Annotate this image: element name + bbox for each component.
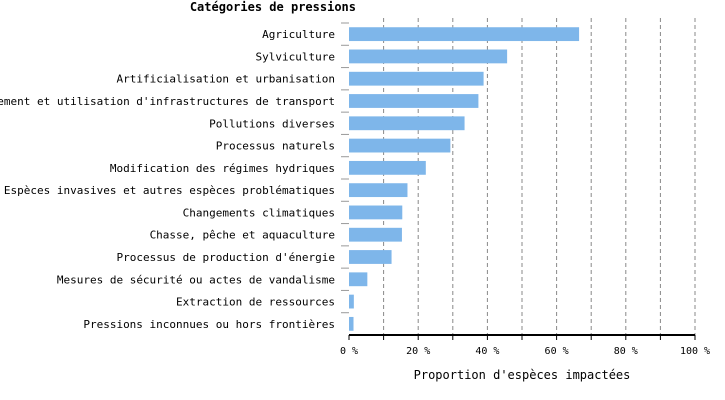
bar xyxy=(349,27,580,42)
bar xyxy=(349,205,403,220)
bars xyxy=(349,27,580,331)
x-tick-label: 80 % xyxy=(614,346,638,357)
x-tick-label: 0 % xyxy=(340,346,358,357)
chart-title: Catégories de pressions xyxy=(190,0,356,14)
category-label: Modification des régimes hydriques xyxy=(110,162,335,175)
bar xyxy=(349,250,392,264)
category-label: Pollutions diverses xyxy=(209,117,335,130)
category-labels: Agriculture Sylviculture Artificialisation… xyxy=(0,28,335,331)
bar xyxy=(349,94,479,108)
x-axis-label: Proportion d'espèces impactées xyxy=(414,368,631,382)
category-label: Artificialisation et urbanisation xyxy=(116,73,335,86)
category-label: Agriculture xyxy=(262,28,335,41)
category-label: Changements climatiques xyxy=(183,206,335,219)
bar xyxy=(349,49,508,64)
category-label: Extraction de ressources xyxy=(176,296,335,309)
bar xyxy=(349,294,354,309)
bar xyxy=(349,71,484,86)
bar xyxy=(349,183,408,198)
bar xyxy=(349,138,451,153)
x-tick-label: 20 % xyxy=(406,346,430,357)
gridlines xyxy=(383,18,696,335)
category-label: Processus naturels xyxy=(216,140,335,153)
category-label: Pressions inconnues ou hors frontières xyxy=(83,318,335,331)
x-tick-label: 100 % xyxy=(680,346,710,357)
x-ticks: 0 % 20 % 40 % 60 % 80 % 100 % xyxy=(340,335,710,357)
x-tick-label: 40 % xyxy=(475,346,499,357)
bar xyxy=(349,272,368,287)
category-label: Aménagement et utilisation d'infrastruct… xyxy=(0,95,335,108)
bar xyxy=(349,227,402,242)
category-label: Sylviculture xyxy=(256,50,335,63)
y-tick-marks xyxy=(341,22,349,314)
category-label: Mesures de sécurité ou actes de vandalis… xyxy=(57,273,335,286)
bar xyxy=(349,160,426,175)
bar xyxy=(349,316,354,331)
category-label: Espèces invasives et autres espèces prob… xyxy=(4,184,335,197)
x-tick-label: 60 % xyxy=(545,346,569,357)
category-label: Processus de production d'énergie xyxy=(116,251,335,264)
category-label: Chasse, pêche et aquaculture xyxy=(150,229,335,242)
bar xyxy=(349,116,465,131)
